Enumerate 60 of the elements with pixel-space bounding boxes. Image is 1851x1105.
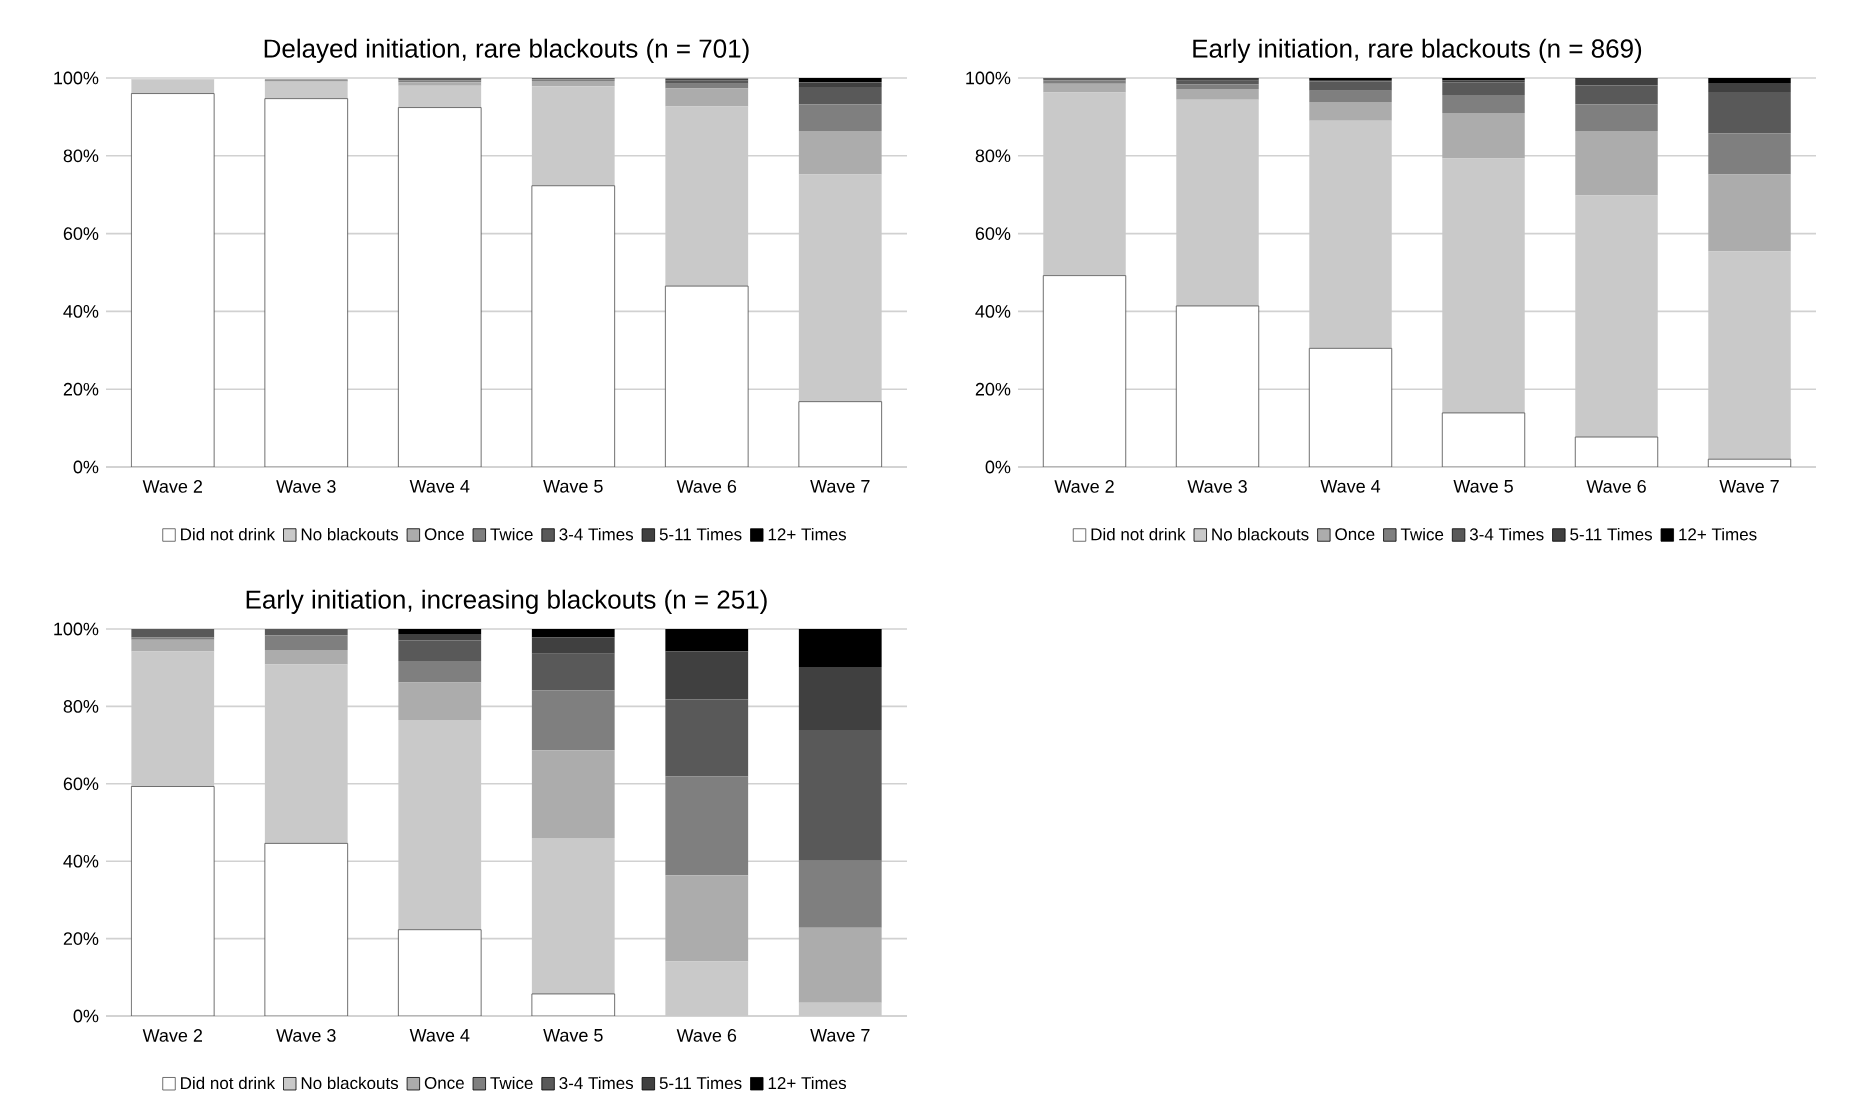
legend-label: Twice xyxy=(490,527,533,541)
y-tick-label: 0% xyxy=(73,1009,99,1023)
legend-label: 12+ Times xyxy=(768,1076,847,1090)
x-tick-label: Wave 7 xyxy=(810,480,870,493)
legend-label: Did not drink xyxy=(181,1076,276,1090)
x-tick-label: Wave 2 xyxy=(142,480,203,493)
y-tick-label: 20% xyxy=(975,382,1011,396)
legend-label: No blackouts xyxy=(1212,527,1309,541)
x-tick-label: Wave 4 xyxy=(409,480,470,493)
x-tick-label: Wave 3 xyxy=(276,480,336,493)
x-tick-label: Wave 4 xyxy=(409,1029,470,1042)
y-tick-label: 80% xyxy=(975,149,1011,163)
y-tick-label: 20% xyxy=(63,932,99,945)
y-tick-label: 40% xyxy=(63,305,99,318)
x-tick-label: Wave 6 xyxy=(676,1029,737,1042)
y-tick-label: 60% xyxy=(63,227,99,240)
x-tick-label: Wave 7 xyxy=(810,1029,870,1042)
legend-label: 12+ Times xyxy=(768,527,847,541)
legend-label: No blackouts xyxy=(301,527,399,541)
x-tick-label: Wave 6 xyxy=(676,480,737,493)
legend-label: Twice xyxy=(490,1076,533,1090)
legend-label: 5-11 Times xyxy=(659,527,742,541)
x-tick-label: Wave 5 xyxy=(1453,480,1513,493)
x-tick-label: Wave 3 xyxy=(1187,480,1247,493)
legend-label: 5-11 Times xyxy=(659,1076,742,1090)
chart-title: Delayed initiation, rare blackouts (n = 701) xyxy=(264,38,749,63)
legend-label: Once xyxy=(1335,528,1375,541)
chart-title: Early initiation, increasing blackouts (n = 251) xyxy=(246,589,767,614)
y-tick-label: 40% xyxy=(975,305,1011,318)
y-tick-label: 0% xyxy=(985,460,1011,474)
y-tick-label: 100% xyxy=(54,71,99,85)
legend-label: 12+ Times xyxy=(1679,527,1757,541)
legend-label: Once xyxy=(424,1076,464,1089)
legend-label: 3-4 Times xyxy=(559,527,634,541)
x-tick-label: Wave 4 xyxy=(1320,480,1381,493)
y-tick-label: 80% xyxy=(63,700,99,713)
legend-label: Twice xyxy=(1400,527,1444,541)
x-tick-label: Wave 5 xyxy=(543,480,603,493)
y-tick-label: 0% xyxy=(73,460,99,474)
legend-label: 3-4 Times xyxy=(559,1076,634,1090)
chart-title: Early initiation, rare blackouts (n = 869) xyxy=(1193,38,1642,63)
legend-label: Did not drink xyxy=(181,527,276,541)
y-tick-label: 100% xyxy=(966,71,1011,85)
x-tick-label: Wave 7 xyxy=(1719,480,1779,493)
y-tick-label: 60% xyxy=(63,777,99,791)
x-tick-label: Wave 5 xyxy=(543,1029,603,1042)
y-tick-label: 60% xyxy=(975,227,1011,240)
x-tick-label: Wave 2 xyxy=(1054,480,1114,493)
x-tick-label: Wave 3 xyxy=(276,1029,336,1042)
legend-label: 3-4 Times xyxy=(1469,527,1544,541)
y-tick-label: 80% xyxy=(63,149,99,163)
y-tick-label: 100% xyxy=(54,622,99,636)
legend-label: No blackouts xyxy=(301,1076,399,1090)
y-tick-label: 40% xyxy=(63,854,99,868)
legend-label: 5-11 Times xyxy=(1570,527,1652,541)
legend-label: Did not drink xyxy=(1091,527,1186,541)
legend-label: Once xyxy=(424,528,464,541)
y-tick-label: 20% xyxy=(63,382,99,396)
x-tick-label: Wave 6 xyxy=(1586,480,1646,493)
x-tick-label: Wave 2 xyxy=(142,1029,203,1042)
